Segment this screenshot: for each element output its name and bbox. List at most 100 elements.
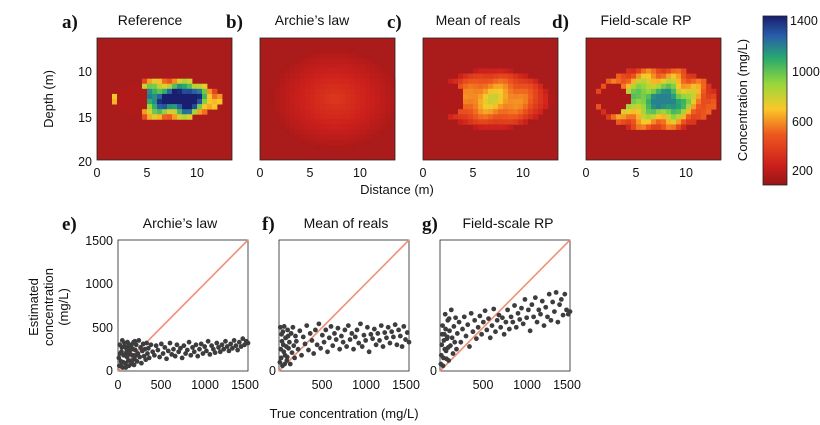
heatmap-b-cell [320, 134, 326, 141]
heatmap-b-cell [300, 83, 306, 90]
heatmap-c-cell [458, 88, 464, 95]
heatmap-c-cell [538, 83, 544, 90]
heatmap-b-cell [365, 53, 371, 59]
heatmap-c-cell [443, 83, 449, 90]
heatmap-d-cell [686, 99, 692, 105]
heatmap-b-cell [370, 99, 376, 105]
heatmap-a-cell [132, 99, 138, 105]
heatmap-b-cell [350, 78, 356, 85]
heatmap-c-cell [483, 99, 489, 105]
heatmap-c-cell [493, 93, 499, 100]
heatmap-c-cell [453, 109, 459, 115]
heatmap-b-cell [345, 88, 351, 95]
heatmap-c-cell [453, 119, 459, 125]
heatmap-b-cell [365, 83, 371, 90]
heatmap-d-cell [606, 114, 612, 120]
heatmap-a-cell [137, 109, 143, 115]
heatmap-a-cell [127, 83, 133, 90]
heatmap-c-cell [528, 114, 534, 120]
scatter-f-point [406, 339, 412, 345]
scatter-f-point [295, 346, 301, 352]
scatter-g-point [538, 311, 543, 317]
heatmap-b-cell [355, 73, 361, 80]
heatmap-a-cell [157, 88, 163, 95]
heatmap-a-cell [187, 114, 193, 120]
heatmap-d-cell [621, 109, 627, 115]
heatmap-b-cell [315, 109, 321, 115]
heatmap-c-cell [453, 99, 459, 105]
heatmap-b-cell [275, 109, 281, 115]
heatmap-d-cell [666, 93, 672, 100]
heatmap-c-cell [518, 83, 524, 90]
heatmap-b-cell [295, 73, 301, 80]
heatmap-d-cell [676, 83, 682, 90]
heatmap-c-cell [493, 114, 499, 120]
heatmap-c-cell [483, 114, 489, 120]
heatmap-b-cell [320, 93, 326, 100]
top-panels: a) Reference b) Archie’s law c) Mean of … [41, 12, 722, 197]
heatmap-a-cell [137, 99, 143, 105]
heatmap-b-cell [270, 99, 276, 105]
scatter-g-point [532, 295, 538, 301]
heatmap-b-cell [370, 63, 376, 69]
heatmap-c-cell [493, 88, 499, 95]
heatmap-d-cell [641, 124, 647, 130]
heatmap-d-cell [641, 93, 647, 100]
heatmap-d-cell [626, 119, 632, 125]
heatmap-d-cell [701, 78, 707, 85]
heatmap-d-cell [641, 114, 647, 120]
scatter-f-point [284, 358, 290, 363]
heatmap-b-cell [285, 73, 291, 80]
heatmap-c-cell [478, 124, 484, 130]
heatmap-b-cell [355, 124, 361, 130]
heatmap-b-cell [325, 78, 331, 85]
heatmap-c-cell [543, 88, 549, 95]
heatmap-b-cell [315, 93, 321, 100]
heatmap-b-cell [355, 129, 361, 135]
heatmap-d-cell [686, 93, 692, 100]
scatter-e-point [216, 345, 221, 350]
heatmap-d-cell [631, 119, 637, 125]
heatmap-d-cell [671, 83, 677, 90]
f-ytick-0: 0 [269, 364, 276, 378]
heatmap-d-cell [696, 78, 702, 85]
heatmap-c-cell [523, 109, 529, 115]
heatmap-b-cell [310, 53, 316, 59]
scatter-g-point [448, 307, 454, 313]
heatmap-d-cell [681, 114, 687, 120]
heatmap-b-cell [385, 68, 391, 74]
scatter-f-point [361, 332, 367, 338]
heatmap-b-cell [320, 58, 326, 64]
scatter-g-point [446, 316, 452, 321]
heatmap-b-cell [370, 73, 376, 80]
heatmap-a-cell [182, 93, 188, 100]
heatmap-d-cell [636, 124, 642, 130]
scatter-e-point [186, 339, 192, 345]
heatmap-b-cell [325, 119, 331, 125]
heatmap-d-cell [676, 104, 682, 110]
scatter-g-point [506, 326, 512, 332]
heatmap-b-cell [275, 93, 281, 100]
panel-g: g) Field-scale RP [422, 214, 573, 372]
scatter-g-point [534, 319, 540, 325]
heatmap-b-cell [335, 109, 341, 115]
heatmap-d-cell [616, 119, 622, 125]
scatter-e-point [235, 347, 241, 353]
heatmap-b-cell [290, 68, 296, 74]
heatmap-d-cell [631, 109, 637, 115]
heatmap-b-cell [330, 114, 336, 120]
scatter-e-point [129, 342, 134, 348]
scatter-e-point [122, 340, 127, 346]
heatmap-b-cell [330, 53, 336, 59]
heatmap-b-cell [365, 93, 371, 100]
heatmap-d-cell [666, 124, 672, 130]
heatmap-b-cell [335, 63, 341, 69]
scatter-g-point [439, 331, 445, 337]
scatter-f-point [384, 335, 389, 341]
heatmap-b-cell [335, 144, 341, 151]
heatmap-d-cell [611, 83, 617, 90]
heatmap-b-cell [350, 124, 356, 130]
heatmap-c-cell [453, 88, 459, 95]
heatmap-d-cell [631, 93, 637, 100]
heatmap-d-cell [666, 68, 672, 74]
